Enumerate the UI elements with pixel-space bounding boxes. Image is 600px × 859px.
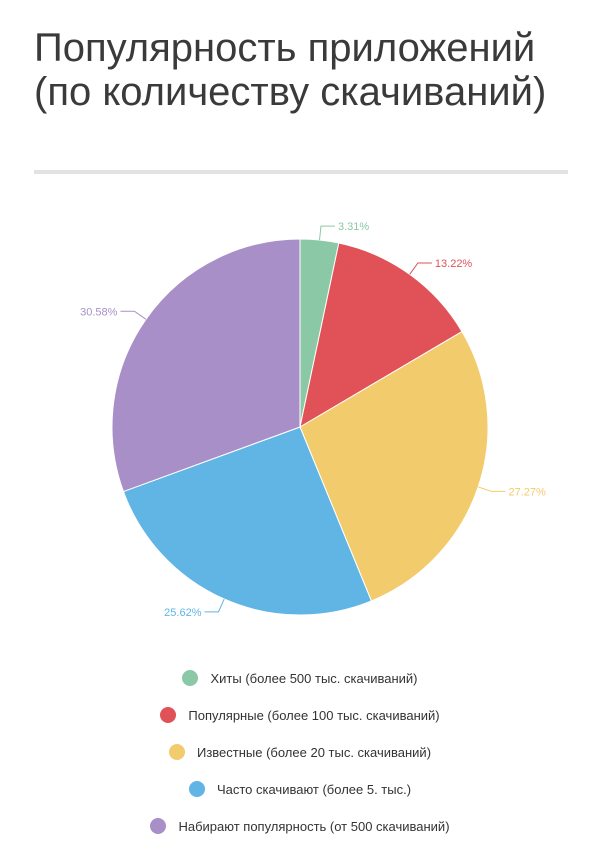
slice-leader-line <box>409 262 432 275</box>
legend-marker <box>168 744 185 760</box>
slice-data-label: 3.31% <box>338 221 369 233</box>
slice-leader-line <box>478 486 506 492</box>
legend-marker <box>150 818 167 834</box>
title-divider <box>34 170 568 174</box>
slice-leader-line <box>319 225 335 241</box>
slice-data-label: 27.27% <box>508 486 546 498</box>
legend-label: Хиты (более 500 тыс. скачиваний) <box>210 670 418 686</box>
slice-leader-line <box>120 310 147 320</box>
legend-item[interactable]: Набирают популярность (от 500 скачиваний… <box>0 816 600 836</box>
legend-item[interactable]: Хиты (более 500 тыс. скачиваний) <box>0 668 600 688</box>
legend-item[interactable]: Часто скачивают (более 5. тыс.) <box>0 779 600 799</box>
pie-chart: 3.31% 13.22% 27.27% 25.62% 30.58% <box>80 221 546 619</box>
chart-title: Популярность приложений (по количеству с… <box>34 26 547 114</box>
legend-label: Часто скачивают (более 5. тыс.) <box>216 781 412 797</box>
legend-label: Популярные (более 100 тыс. скачиваний) <box>188 707 440 723</box>
pie-slice[interactable] <box>122 426 373 616</box>
legend-item[interactable]: Известные (более 20 тыс. скачиваний) <box>0 742 600 762</box>
legend-item[interactable]: Популярные (более 100 тыс. скачиваний) <box>0 705 600 725</box>
slice-data-label: 30.58% <box>80 306 118 318</box>
slice-leader-line <box>204 598 225 613</box>
legend-label: Набирают популярность (от 500 скачиваний… <box>178 818 450 834</box>
pie-slice[interactable] <box>299 330 489 602</box>
legend-label: Известные (более 20 тыс. скачиваний) <box>196 744 432 760</box>
pie-slice[interactable] <box>111 238 301 493</box>
slice-data-label: 25.62% <box>164 607 202 619</box>
legend-marker <box>182 670 199 686</box>
legend-marker <box>160 707 177 723</box>
slice-data-label: 13.22% <box>435 258 473 270</box>
legend-marker <box>188 781 205 797</box>
